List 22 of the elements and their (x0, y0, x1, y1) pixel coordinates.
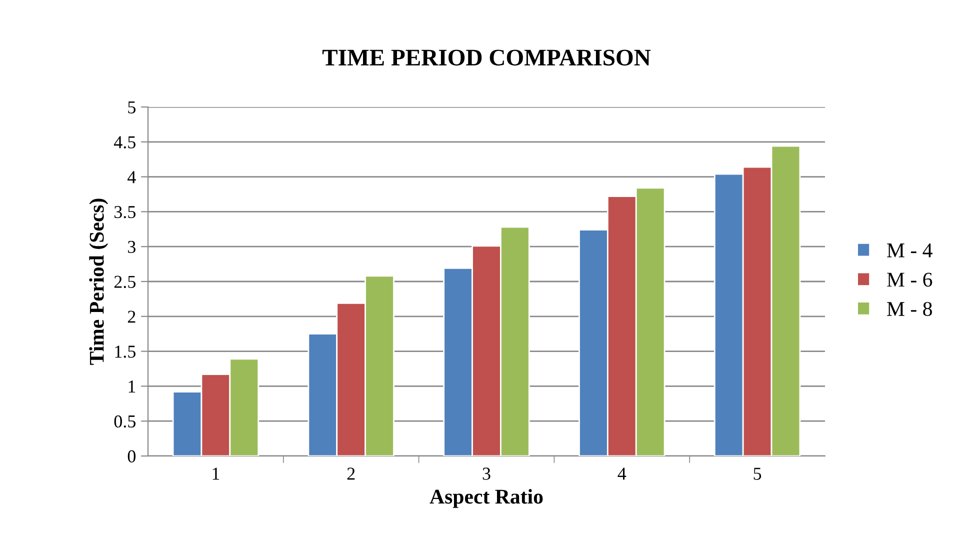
x-tick-label: 5 (754, 468, 762, 480)
y-tick-label: 5 (128, 101, 136, 114)
y-tick-label: 2 (128, 310, 136, 323)
x-tick-label: 4 (618, 468, 626, 480)
x-axis-title: Aspect Ratio (430, 489, 543, 508)
x-tick-label: 1 (212, 468, 220, 480)
y-tick-label: 4.5 (114, 136, 136, 148)
y-tick-label: 0 (128, 450, 136, 462)
chart-title: TIME PERIOD COMPARISON (322, 50, 651, 66)
y-tick-label: 2.5 (114, 276, 136, 288)
y-tick-label: 1 (128, 380, 136, 392)
y-tick-label: 1.5 (115, 346, 136, 358)
y-tick-label: 0.5 (114, 415, 136, 428)
x-tick-label: 2 (347, 468, 355, 480)
y-tick-label: 4 (128, 171, 136, 184)
x-tick-label: 3 (482, 468, 490, 480)
y-tick-label: 3 (128, 240, 136, 254)
y-axis-title: Time Period (Secs) (89, 198, 108, 365)
legend-label: M - 4 (887, 243, 932, 258)
legend-label: M - 6 (887, 272, 932, 287)
y-tick-label: 3.5 (114, 206, 136, 218)
legend-label: M - 8 (887, 302, 932, 316)
